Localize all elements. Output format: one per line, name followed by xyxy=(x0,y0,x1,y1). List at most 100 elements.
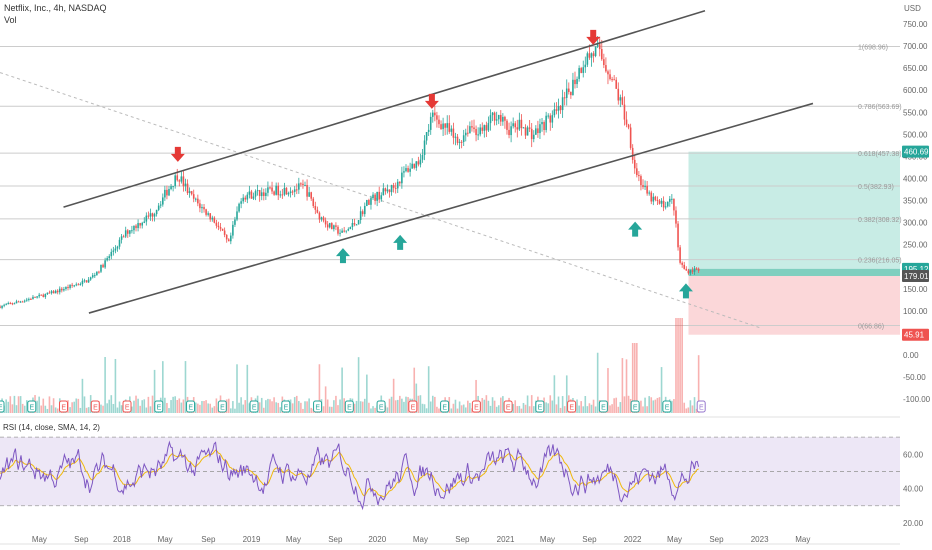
fib-label: 1(698.96) xyxy=(858,45,888,52)
time-tick: May xyxy=(413,535,428,544)
fib-label: 0.786(563.69) xyxy=(858,104,902,111)
candle-body xyxy=(205,209,207,215)
profit-zone xyxy=(688,151,900,276)
candle-body xyxy=(650,192,653,202)
candle-body xyxy=(685,268,688,271)
volume-bar xyxy=(262,407,265,413)
candle-body xyxy=(611,79,613,81)
candle-body xyxy=(644,185,646,188)
candle-body xyxy=(180,176,183,182)
candle-body xyxy=(388,189,391,193)
time-tick: Sep xyxy=(328,535,343,544)
candle-body xyxy=(236,211,238,220)
candle-body xyxy=(13,303,16,305)
candle-body xyxy=(149,213,152,217)
price-tag xyxy=(902,269,929,282)
volume-bar xyxy=(623,396,626,413)
volume-bars xyxy=(0,318,700,413)
volume-bar xyxy=(460,405,463,413)
candle-body xyxy=(553,109,556,116)
candle-body xyxy=(421,155,424,160)
price-axis[interactable]: USD 750.00 700.00 650.00 600.00 550.00 500.00 4… xyxy=(903,4,931,404)
candle-body xyxy=(568,88,570,92)
volume-bar xyxy=(333,400,335,413)
volume-bar xyxy=(244,400,247,413)
candle-body xyxy=(1,305,3,308)
time-tick: Sep xyxy=(582,535,597,544)
price-tick: 0.00 xyxy=(903,351,919,360)
candle-body xyxy=(328,223,331,228)
volume-bar xyxy=(456,408,459,413)
price-tick: 700.00 xyxy=(903,42,928,51)
time-tick: 2019 xyxy=(243,535,261,544)
volume-bar xyxy=(227,398,230,413)
volume-bar xyxy=(366,374,368,413)
channel-line xyxy=(63,9,706,208)
volume-bar xyxy=(631,343,634,413)
volume-bar xyxy=(518,405,521,413)
earnings-marker-icon xyxy=(408,400,418,413)
volume-bar xyxy=(580,401,582,413)
candle-body xyxy=(679,247,681,263)
price-tag-label: 179.01 xyxy=(904,272,929,281)
volume-bar xyxy=(654,399,657,413)
candle-body xyxy=(23,300,26,302)
volume-bar xyxy=(242,404,244,413)
candle-body xyxy=(164,189,166,198)
candle-body xyxy=(168,189,170,196)
earnings-marker-icon xyxy=(59,400,69,413)
candle-body xyxy=(289,191,292,193)
candle-body xyxy=(551,115,554,123)
price-tick: 600.00 xyxy=(903,86,928,95)
candle-body xyxy=(312,198,315,206)
volume-bar xyxy=(300,402,302,413)
candle-body xyxy=(409,168,411,172)
volume-bar xyxy=(561,396,564,413)
candle-body xyxy=(559,106,562,111)
volume-bar xyxy=(640,400,642,413)
volume-bar xyxy=(289,399,292,413)
earnings-marker-glyph: E xyxy=(93,405,98,412)
candle-body xyxy=(648,192,650,194)
candle-body xyxy=(38,294,40,297)
earnings-marker-icon xyxy=(281,400,291,413)
time-axis[interactable]: May Sep 2018 May Sep 2019 May Sep 2020 May Sep 2021… xyxy=(0,535,900,545)
earnings-marker-icon xyxy=(696,400,706,413)
candle-body xyxy=(262,192,265,196)
volume-bar xyxy=(337,405,339,413)
candle-body xyxy=(250,191,253,199)
volume-bar xyxy=(265,400,267,413)
candle-body xyxy=(545,115,547,131)
candle-body xyxy=(277,185,280,196)
candle-body xyxy=(623,104,626,120)
candle-body xyxy=(129,230,131,234)
volume-bar xyxy=(355,400,358,413)
candle-body xyxy=(390,185,393,193)
candle-body xyxy=(275,185,277,195)
candle-body xyxy=(322,217,325,221)
candle-body xyxy=(287,192,290,195)
volume-bar xyxy=(423,404,426,413)
candle-body xyxy=(423,140,426,156)
candle-body xyxy=(73,285,75,287)
volume-bar xyxy=(40,405,43,413)
volume-bar xyxy=(545,402,547,413)
rsi-pane[interactable]: RSI (14, close, SMA, 14, 2) 60.00 40.00 20.… xyxy=(0,416,924,528)
volume-bar xyxy=(485,395,488,413)
volume-bar xyxy=(625,359,628,413)
volume-bar xyxy=(302,408,304,413)
candle-body xyxy=(415,161,418,168)
volume-bar xyxy=(438,408,440,413)
volume-bar xyxy=(431,395,434,413)
candle-body xyxy=(561,97,564,111)
volume-bar xyxy=(295,395,298,413)
candle-body xyxy=(176,175,179,181)
volume-bar xyxy=(215,398,218,413)
volume-bar xyxy=(633,343,636,413)
earnings-marker-glyph: E xyxy=(0,405,3,412)
candle-body xyxy=(267,187,269,193)
candle-body xyxy=(94,275,96,277)
channel-lines[interactable] xyxy=(63,9,814,314)
volume-bar xyxy=(421,403,424,413)
